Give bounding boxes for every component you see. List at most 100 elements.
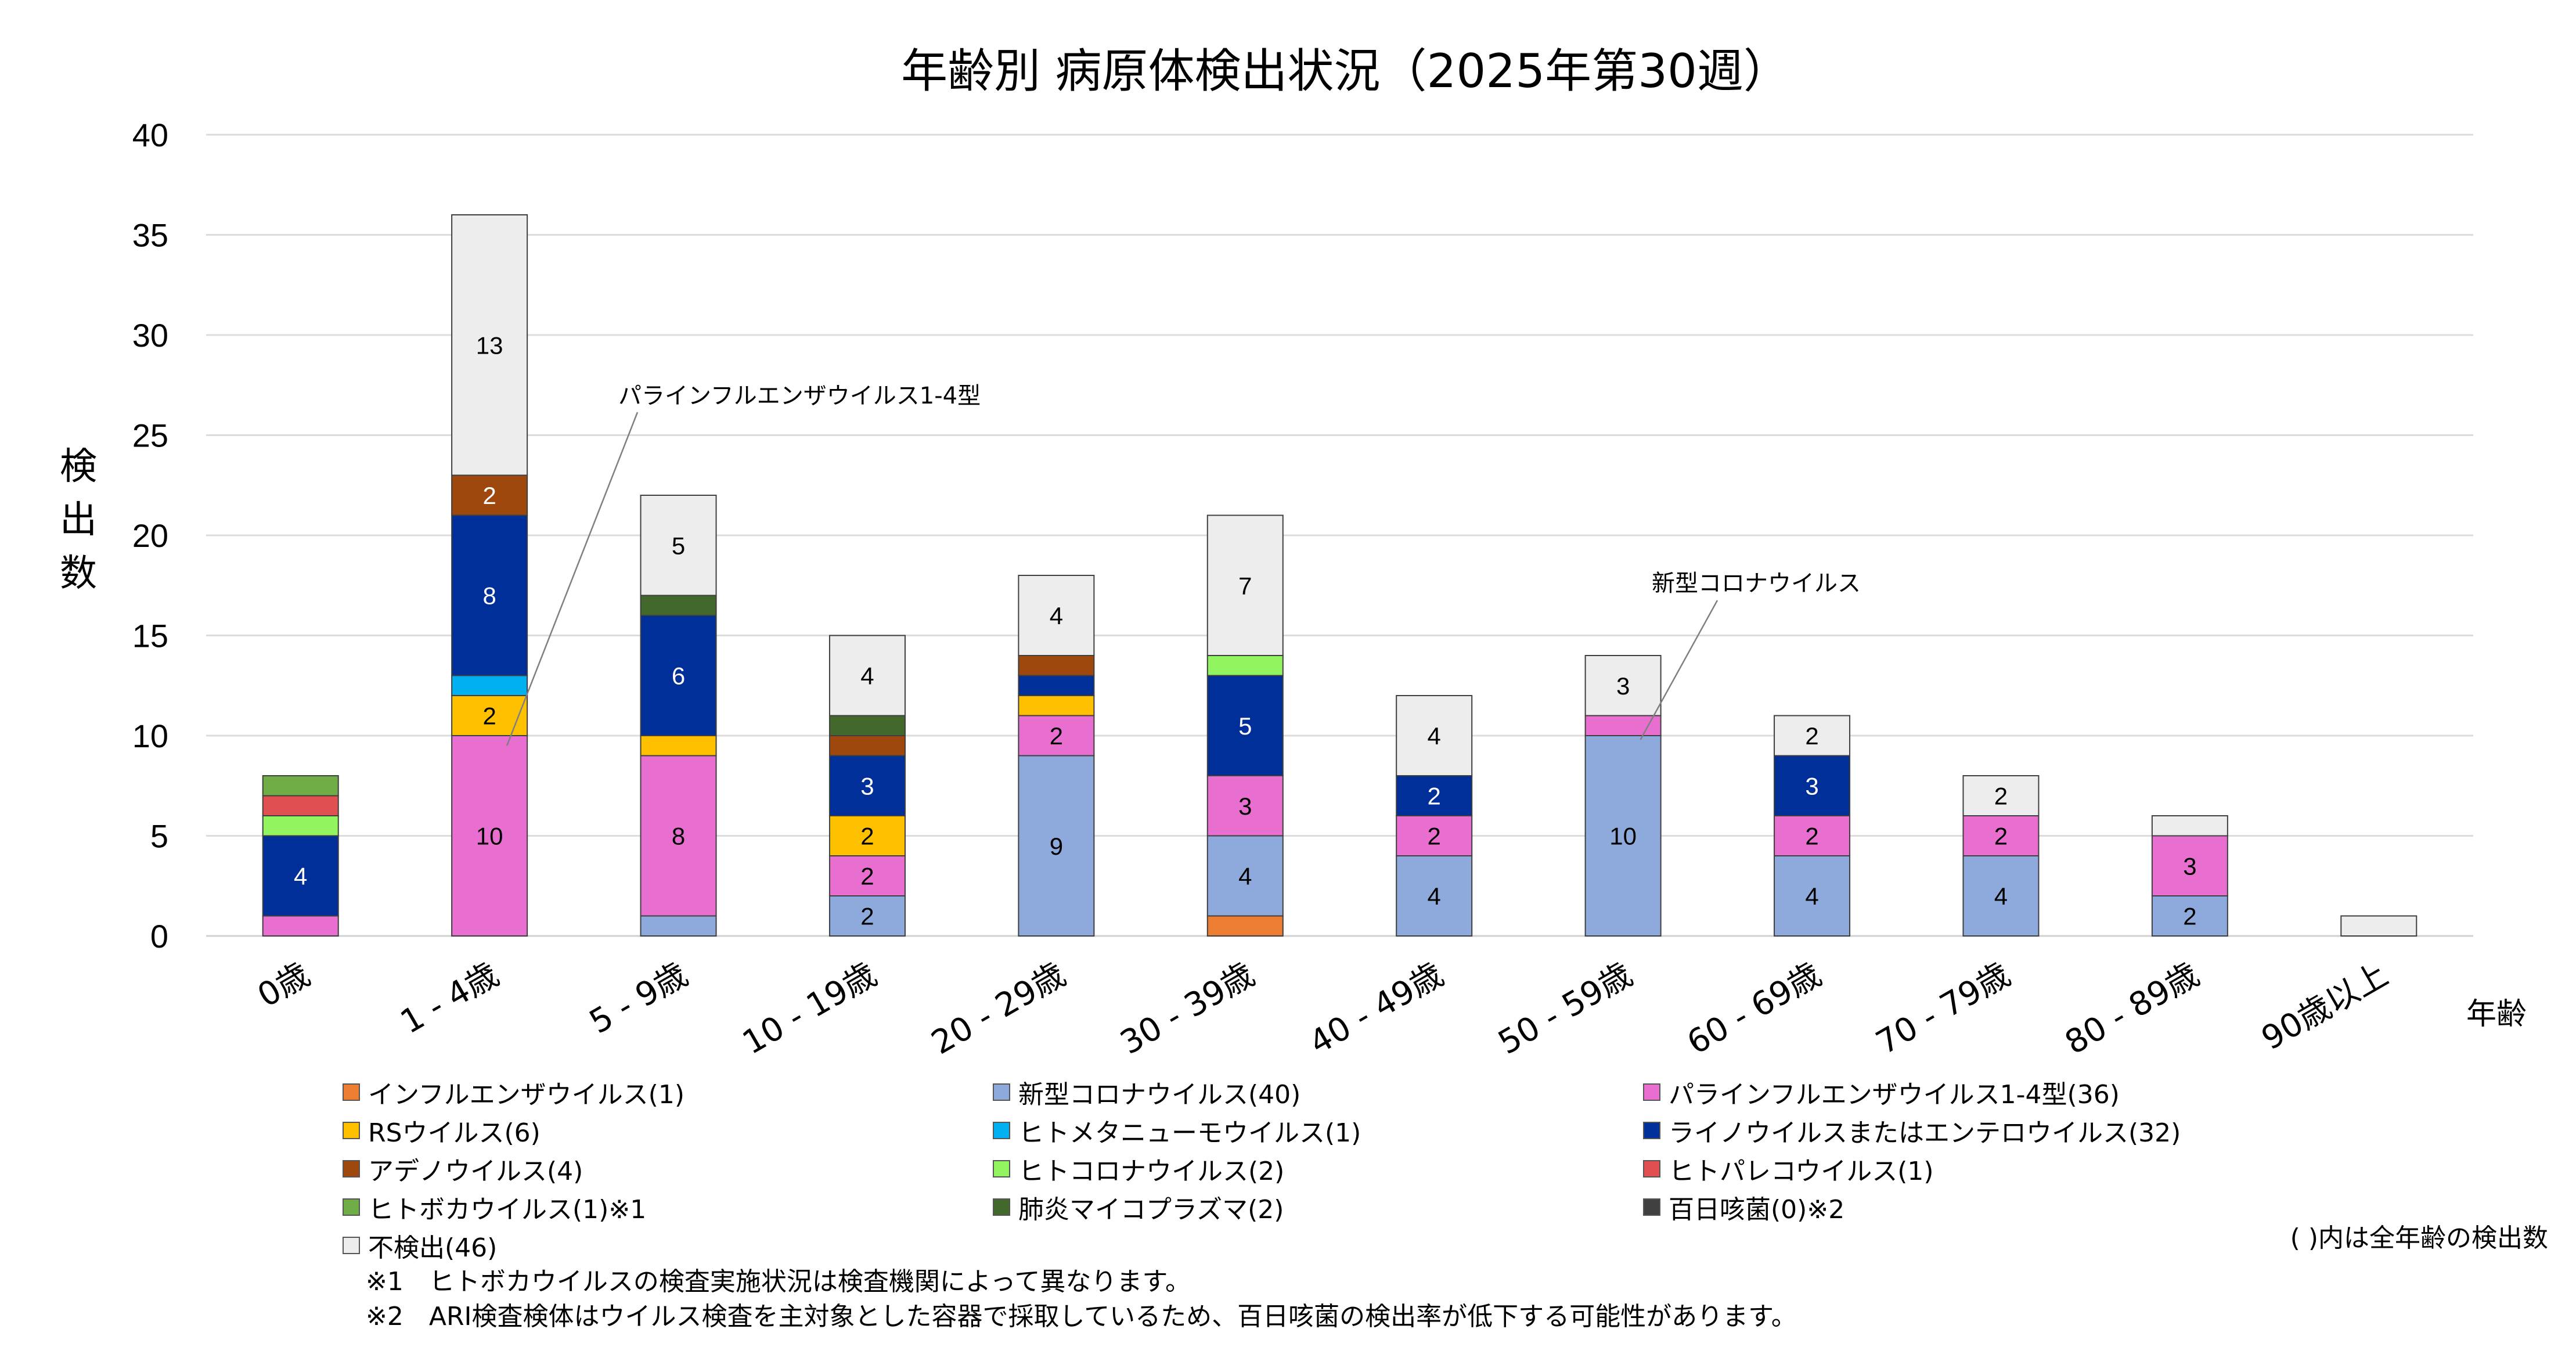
data-label: 2 [860,863,874,890]
data-label: 10 [1609,823,1637,850]
legend-swatch [1643,1083,1660,1101]
footnote-1: ※1 ヒトボカウイルスの検査実施状況は検査機関によって異なります。 [366,1267,1191,1297]
bar-segment [828,855,906,896]
data-label: 3 [2183,852,2196,880]
bar-segment [451,735,528,937]
annotation-leader-line [1640,600,1718,740]
y-axis-label: 数 [60,552,97,595]
bar-segment [1396,695,1473,776]
bar-segment [828,635,906,716]
bar-segment [1206,514,1284,656]
bar-segment [640,615,717,736]
x-tick-label: 60 - 69歳 [1681,956,1828,1062]
bar-segment [1206,655,1284,676]
data-label: 4 [1428,722,1441,750]
bar-segment [828,715,906,736]
y-tick-label: 0 [150,918,168,955]
legend-swatch [343,1237,360,1254]
x-tick-label: 0歳 [251,956,316,1015]
bar-segment [1018,575,1095,656]
bar-segment [1962,815,2040,856]
bar-segment [828,815,906,856]
legend-label: アデノウイルス(4) [368,1157,583,1186]
legend-label: 百日咳菌(0)※2 [1669,1195,1845,1225]
legend-label: 肺炎マイコプラズマ(2) [1018,1195,1284,1225]
y-tick-label: 15 [132,618,168,654]
data-label: 6 [672,662,685,690]
footnotes: ※1 ヒトボカウイルスの検査実施状況は検査機関によって異なります。 ※2 ARI… [366,1265,1797,1334]
data-label: 3 [1238,793,1252,820]
legend-swatch [343,1198,360,1216]
data-label: 9 [1050,833,1063,860]
legend-item: 不検出(46) [343,1229,993,1263]
data-label: 2 [1805,722,1818,750]
bar-segment [262,775,339,797]
data-label: 4 [294,863,307,890]
legend-label: ライノウイルスまたはエンテロウイルス(32) [1669,1118,2181,1148]
legend-swatch [993,1083,1010,1101]
bar-segment [451,514,528,676]
annotation-label: 新型コロナウイルス [1652,570,1861,597]
data-label: 2 [1428,823,1441,850]
bar-segment [1206,915,1284,937]
bar-segment [1584,735,1662,937]
bar-segment [828,895,906,937]
data-label: 4 [1805,883,1818,910]
legend-swatch [1643,1198,1660,1216]
data-label: 4 [1050,602,1063,629]
y-tick-label: 5 [150,818,168,855]
y-axis-label: 出 [60,499,97,542]
bar-segment [1018,695,1095,716]
legend-item: 新型コロナウイルス(40) [993,1075,1643,1110]
data-label: 2 [1050,722,1063,750]
legend-item: アデノウイルス(4) [343,1152,993,1186]
legend-label: ヒトコロナウイルス(2) [1018,1157,1285,1186]
legend-item: インフルエンザウイルス(1) [343,1075,993,1110]
x-tick-label: 1 - 4歳 [394,956,505,1042]
annotation-label: パラインフルエンザウイルス1-4型 [618,383,981,409]
bar-segment [451,675,528,696]
bar-segment [1018,675,1095,696]
data-label: 3 [1616,672,1630,700]
x-tick-label: 90歳以上 [2256,956,2395,1058]
y-tick-label: 20 [132,517,168,554]
x-tick-label: 40 - 49歳 [1303,956,1450,1062]
data-label: 2 [1428,783,1441,810]
legend-item: 肺炎マイコプラズマ(2) [993,1190,1643,1225]
data-label: 2 [1805,823,1818,850]
bar-segment [1018,655,1095,676]
bar-segment [640,495,717,596]
data-label: 5 [672,532,685,559]
legend-swatch [1643,1122,1660,1139]
legend-item: ヒトボカウイルス(1)※1 [343,1190,993,1225]
y-tick-label: 35 [132,217,168,254]
legend-swatch [993,1198,1010,1216]
y-tick-label: 25 [132,417,168,454]
data-label: 5 [1238,712,1252,740]
bar-segment [1018,755,1095,937]
legend-label: 新型コロナウイルス(40) [1018,1080,1301,1110]
legend-item: RSウイルス(6) [343,1114,993,1148]
legend-label: RSウイルス(6) [368,1118,541,1148]
x-tick-label: 30 - 39歳 [1114,956,1261,1062]
bar-segment [262,835,339,917]
bar-segment [1774,855,1851,937]
bar-segment [1584,715,1662,736]
legend-item: ヒトメタニューモウイルス(1) [993,1114,1643,1148]
bar-segment [2151,815,2228,837]
x-tick-label: 50 - 59歳 [1492,956,1639,1062]
legend-label: パラインフルエンザウイルス1-4型(36) [1669,1080,2120,1110]
bar-segment [1396,855,1473,937]
y-axis-label: 検 [60,445,97,488]
data-label: 2 [482,703,496,730]
legend-swatch [993,1160,1010,1177]
bar-segment [262,795,339,816]
chart-title: 年齢別 病原体検出状況（2025年第30週） [901,44,1790,98]
bar-segment [451,214,528,476]
legend-item: ヒトパレコウイルス(1) [1643,1152,2398,1186]
data-label: 4 [1428,883,1441,910]
data-label: 4 [1994,883,2008,910]
legend-swatch [343,1083,360,1101]
legend-label: ヒトボカウイルス(1)※1 [368,1195,647,1225]
